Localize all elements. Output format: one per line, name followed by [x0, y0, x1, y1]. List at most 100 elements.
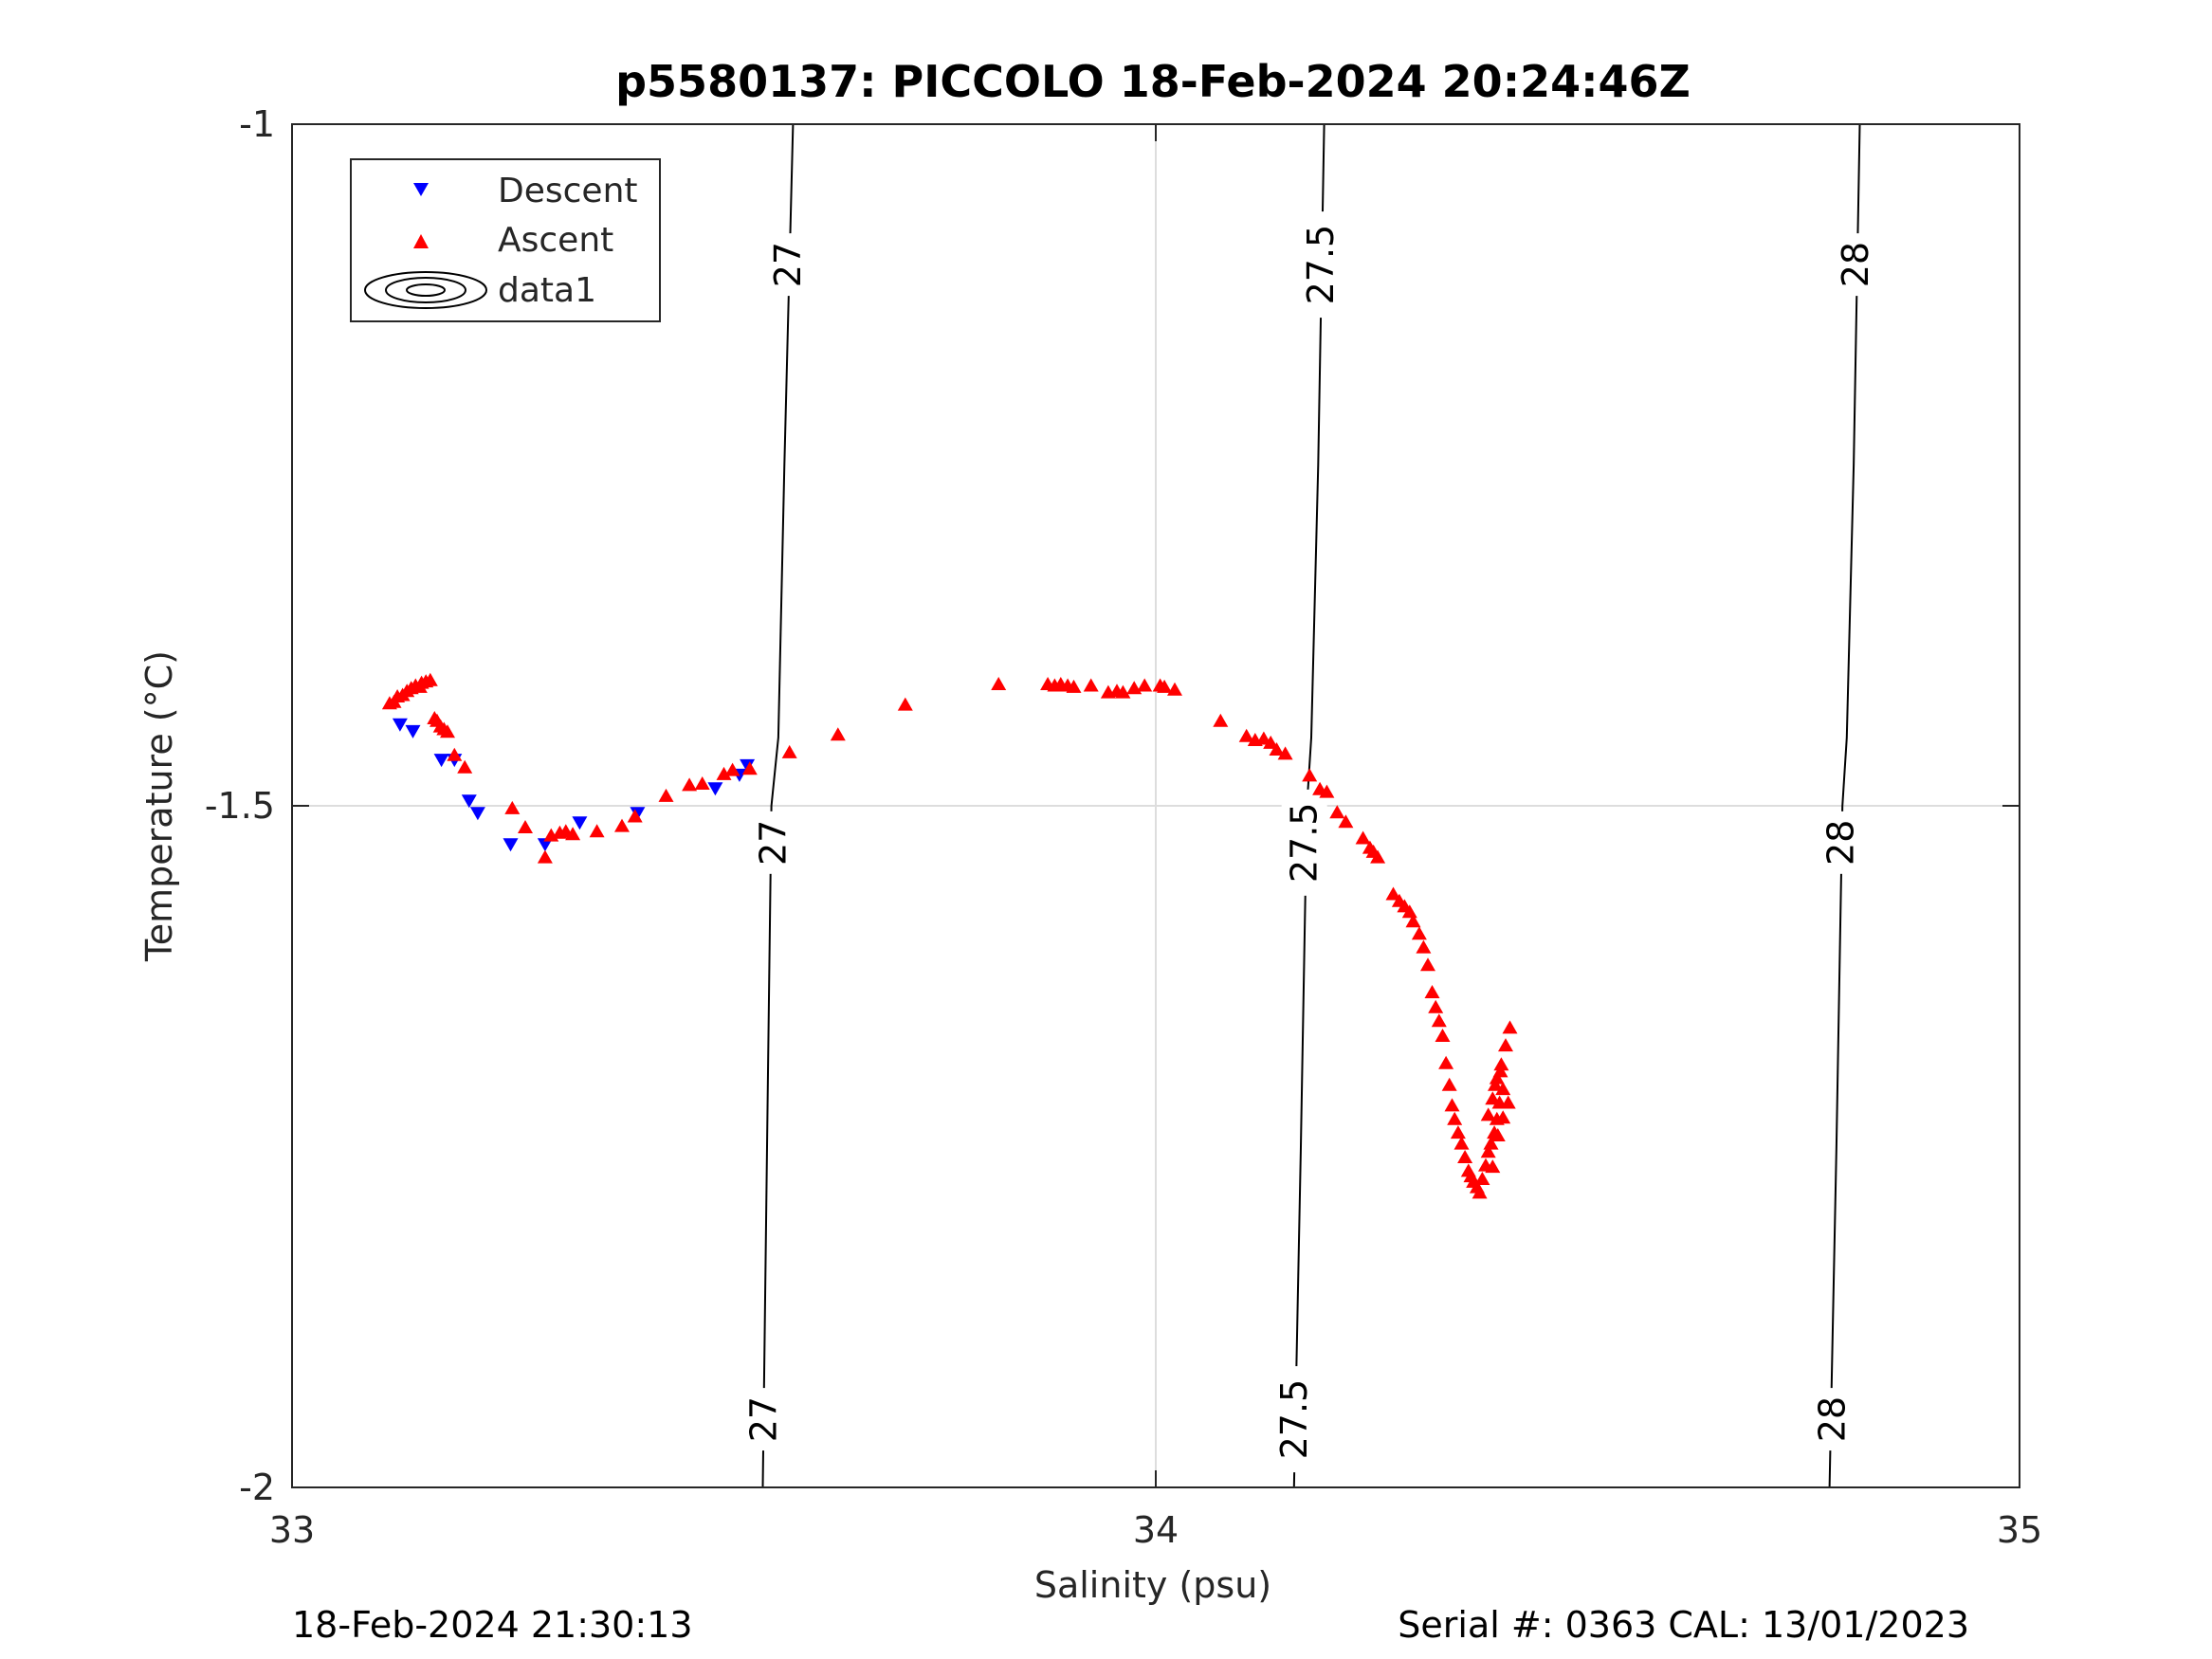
ascent-point [1411, 926, 1427, 940]
descent-point [469, 807, 485, 821]
ascent-point [1157, 679, 1173, 693]
descent-point [433, 754, 449, 768]
contour-label: 28 [1819, 820, 1861, 866]
contour-label-background [1832, 233, 1878, 297]
ascent-point [411, 679, 428, 693]
ascent-point [694, 776, 710, 790]
ascent-point [1488, 1077, 1503, 1091]
ascent-point [897, 697, 913, 711]
contour-label: 27 [752, 820, 794, 866]
ascent-point [716, 766, 732, 780]
legend-box [350, 158, 661, 322]
ascent-point [537, 849, 553, 864]
ascent-point [1444, 1098, 1460, 1112]
ascent-point [614, 818, 630, 832]
ascent-point [1167, 682, 1182, 696]
contour-label-background [1818, 811, 1864, 874]
descent-point [503, 838, 519, 852]
ascent-point [1498, 1038, 1513, 1052]
contour-label-background [1281, 789, 1327, 896]
ascent-point [1490, 1128, 1506, 1141]
ascent-point [682, 777, 698, 792]
footer-timestamp: 18-Feb-2024 21:30:13 [292, 1604, 693, 1646]
descent-point [537, 838, 553, 852]
ascent-point [1480, 1144, 1496, 1158]
ascent-point [1474, 1172, 1490, 1185]
ascent-point [1495, 1110, 1511, 1124]
y-tick-label: -1 [239, 103, 275, 145]
descent-point [392, 718, 408, 732]
ascent-point [589, 824, 605, 838]
ascent-point [1472, 1185, 1488, 1199]
ascent-point [1115, 684, 1131, 699]
ascent-point [1238, 728, 1254, 742]
ascent-point [1263, 735, 1279, 749]
chart-title: p5580137: PICCOLO 18-Feb-2024 20:24:46Z [615, 56, 1691, 107]
contour-line-28 [1828, 123, 1861, 1488]
legend: Descent Ascent data1 [350, 158, 661, 322]
ascent-point [1137, 678, 1153, 692]
ascent-point [422, 672, 438, 686]
contour-label-background [740, 1388, 787, 1451]
ascent-point [1213, 713, 1229, 727]
grid-lines [292, 124, 2020, 1487]
ascent-point [1493, 1057, 1509, 1071]
ascent-point [991, 677, 1007, 690]
ascent-point [1405, 914, 1421, 928]
ascent-point [1457, 1150, 1473, 1163]
contour-label: 27 [742, 1396, 784, 1442]
ascent-point [1435, 1029, 1451, 1042]
ascent-point [1424, 985, 1440, 998]
legend-contour-icon [364, 271, 487, 309]
ascent-point [457, 759, 473, 774]
ascent-point [830, 727, 846, 741]
ascent-point [1269, 742, 1285, 756]
descent-point [461, 794, 477, 809]
x-tick-label: 35 [1997, 1509, 2042, 1551]
ascent-point [1495, 1082, 1511, 1096]
y-axis-label: Temperature (°C) [138, 650, 180, 962]
contour-label-background [764, 233, 811, 297]
data-points [381, 672, 1518, 1199]
ascent-point [1370, 849, 1386, 864]
contour-label: 27 [767, 242, 809, 287]
x-tick-label: 34 [1133, 1509, 1179, 1551]
ascent-point [1450, 1125, 1466, 1139]
contour-label: 27.5 [1284, 803, 1325, 884]
y-tick-label: -2 [239, 1467, 275, 1508]
ascent-point [447, 747, 463, 761]
contour-label-background [1809, 1388, 1856, 1451]
ascent-point [518, 820, 533, 833]
ascent-point [1483, 1136, 1499, 1150]
contour-label: 28 [1811, 1396, 1853, 1442]
descent-point [630, 807, 646, 821]
ascent-point [1066, 679, 1082, 693]
contour-label: 27.5 [1300, 225, 1342, 305]
descent-point [405, 724, 421, 738]
ascent-point [1420, 957, 1435, 972]
legend-descent-label: Descent [498, 172, 638, 210]
ascent-point [724, 762, 740, 776]
legend-ascent-label: Ascent [498, 221, 613, 260]
density-contours: 27 27 27 27.5 27.5 27.5 28 28 28 [740, 123, 1878, 1488]
ascent-point [1485, 1091, 1501, 1105]
ascent-point [1385, 886, 1401, 901]
axis-ticks: 33 34 35 -1 -1.5 -2 [205, 103, 2042, 1551]
ascent-point [1489, 1070, 1505, 1085]
x-tick-label: 33 [269, 1509, 315, 1551]
x-axis-label: Salinity (psu) [1034, 1564, 1271, 1606]
contour-label: 27.5 [1273, 1379, 1315, 1460]
ascent-point [565, 827, 581, 841]
ascent-point [1431, 1013, 1447, 1028]
ascent-point [1447, 1111, 1463, 1125]
ascent-point [1480, 1107, 1496, 1121]
ascent-point [1302, 768, 1318, 782]
ascent-point [504, 800, 521, 814]
contour-label: 28 [1835, 242, 1876, 287]
ascent-point [1277, 746, 1293, 760]
plot-area: 27 27 27 27.5 27.5 27.5 28 28 28 33 34 35 -1 -1.5 -2 [205, 103, 2042, 1551]
ascent-point [1453, 1136, 1470, 1150]
ascent-point [1492, 1064, 1508, 1078]
contour-label-background [1271, 1366, 1317, 1473]
ascent-point [1083, 678, 1099, 692]
